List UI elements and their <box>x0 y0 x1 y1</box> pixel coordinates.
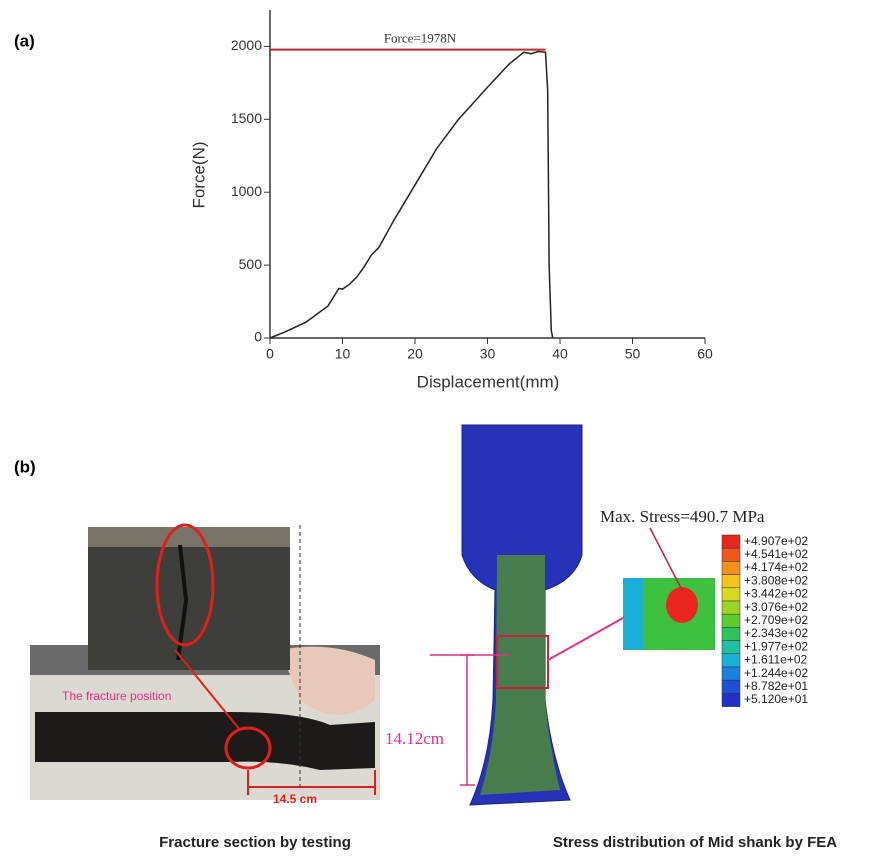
figure: (a) (b) Displacement(mm) Force(N) The fr… <box>0 0 874 857</box>
colorbar-label: +4.907e+02 <box>744 534 808 548</box>
x-tick-label: 30 <box>480 346 496 362</box>
colorbar-label: +1.611e+02 <box>744 653 808 667</box>
colorbar-swatch <box>722 641 740 654</box>
colorbar-swatch <box>722 535 740 548</box>
caption: Fracture section by testing <box>159 834 351 851</box>
colorbar-swatch <box>722 654 740 667</box>
colorbar-swatch <box>722 693 740 706</box>
y-axis-title: Force(N) <box>189 141 208 208</box>
caption: Stress distribution of Mid shank by FEA <box>553 834 837 851</box>
colorbar-swatch <box>722 548 740 561</box>
colorbar-label: +1.244e+02 <box>744 666 808 680</box>
data-line <box>270 52 553 338</box>
fea-model <box>430 425 715 805</box>
y-tick-label: 0 <box>254 329 262 345</box>
reference-label: Force=1978N <box>384 31 457 46</box>
panel-label: (a) <box>14 31 35 50</box>
y-tick-label: 1000 <box>231 183 262 199</box>
x-tick-label: 50 <box>625 346 641 362</box>
colorbar-label: +4.541e+02 <box>744 547 808 561</box>
colorbar-swatch <box>722 575 740 588</box>
colorbar-label: +3.076e+02 <box>744 600 808 614</box>
colorbar-label: +1.977e+02 <box>744 639 808 653</box>
y-tick-label: 2000 <box>231 37 262 53</box>
shank-length: 14.12cm <box>385 729 444 748</box>
colorbar-swatch <box>722 588 740 601</box>
colorbar-swatch <box>722 667 740 680</box>
x-tick-label: 0 <box>266 346 274 362</box>
panel-label: (b) <box>14 457 36 476</box>
colorbar-label: +2.709e+02 <box>744 613 808 627</box>
fracture-length: 14.5 cm <box>273 792 317 806</box>
x-tick-label: 40 <box>552 346 568 362</box>
colorbar-label: +8.782e+01 <box>744 679 808 693</box>
colorbar-swatch <box>722 627 740 640</box>
colorbar-label: +3.808e+02 <box>744 573 808 587</box>
colorbar-swatch <box>722 561 740 574</box>
y-tick-label: 1500 <box>231 110 262 126</box>
colorbar-label: +4.174e+02 <box>744 560 808 574</box>
fracture-photo <box>30 525 380 800</box>
x-tick-label: 20 <box>407 346 423 362</box>
colorbar-swatch <box>722 601 740 614</box>
colorbar-label: +2.343e+02 <box>744 626 808 640</box>
x-axis-title: Displacement(mm) <box>417 372 560 391</box>
x-tick-label: 10 <box>335 346 351 362</box>
colorbar-label: +3.442e+02 <box>744 587 808 601</box>
colorbar-label: +5.120e+01 <box>744 692 808 706</box>
colorbar-swatch <box>722 614 740 627</box>
max-stress: Max. Stress=490.7 MPa <box>600 507 765 526</box>
y-tick-label: 500 <box>239 256 263 272</box>
colorbar-swatch <box>722 680 740 693</box>
x-tick-label: 60 <box>697 346 713 362</box>
fracture-label: The fracture position <box>62 689 171 703</box>
